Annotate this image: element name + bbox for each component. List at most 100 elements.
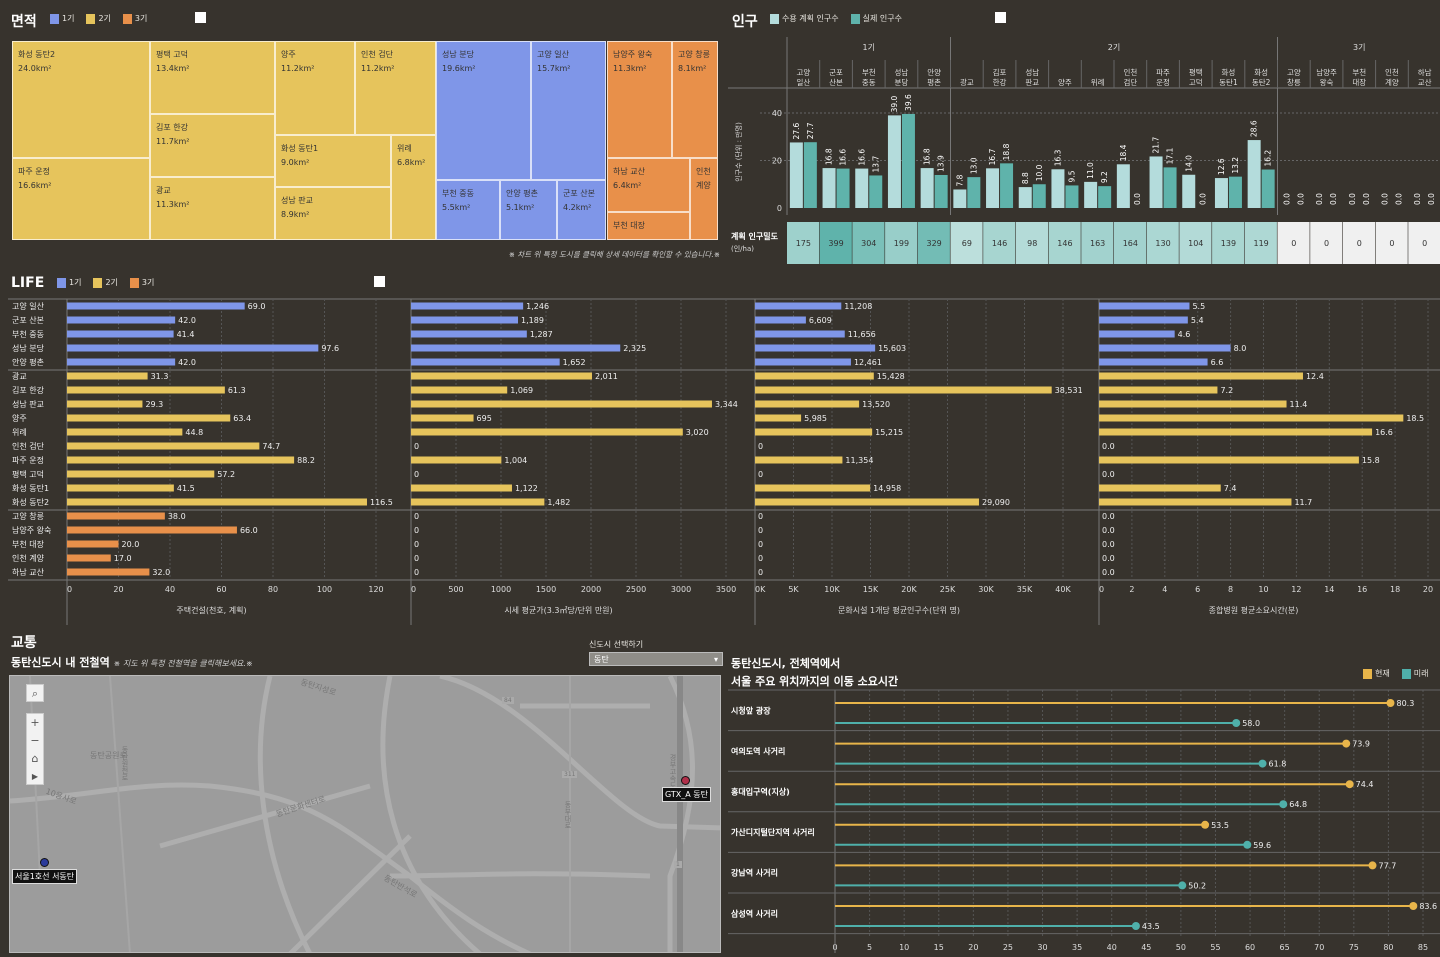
life-bar[interactable] (411, 330, 527, 338)
life-bar[interactable] (411, 358, 560, 366)
planned-bar[interactable] (1116, 164, 1130, 208)
legend-actual[interactable]: 실제 인구수 (850, 13, 902, 24)
life-bar[interactable] (411, 372, 592, 380)
home-icon[interactable]: ⌂ (31, 752, 39, 765)
actual-bar[interactable] (1032, 184, 1046, 208)
zoom-in-icon[interactable]: + (30, 716, 40, 729)
population-reset-button[interactable] (995, 12, 1006, 23)
life-bar[interactable] (411, 316, 519, 324)
actual-bar[interactable] (1098, 186, 1112, 208)
planned-bar[interactable] (1051, 169, 1065, 208)
station-marker-gtx-dongtan[interactable] (681, 776, 690, 785)
planned-bar[interactable] (789, 142, 803, 208)
planned-bar[interactable] (953, 189, 967, 208)
reset-button[interactable] (195, 12, 206, 23)
life-bar[interactable] (67, 470, 215, 478)
life-bar[interactable] (67, 568, 150, 576)
actual-bar[interactable] (1228, 176, 1242, 208)
life-bar[interactable] (755, 400, 860, 408)
life-bar[interactable] (1099, 372, 1303, 380)
life-bar[interactable] (1099, 316, 1188, 324)
map[interactable]: 동탄지성로 동탄공원로 동탄원천로 10용사로 동탄문화센터로 동탄반석로 경부… (9, 675, 721, 953)
life-bar[interactable] (67, 386, 225, 394)
planned-bar[interactable] (1018, 187, 1032, 208)
life-bar[interactable] (67, 526, 237, 534)
life-bar[interactable] (755, 498, 979, 506)
treemap-cell[interactable]: 성남 판교 8.9km² (275, 187, 391, 240)
current-dot[interactable] (1409, 902, 1418, 910)
treemap-cell[interactable]: 김포 한강 11.7km² (150, 114, 275, 177)
life-bar[interactable] (1099, 484, 1221, 492)
actual-bar[interactable] (869, 175, 883, 208)
future-dot[interactable] (1279, 800, 1288, 809)
treemap-cell[interactable]: 고양 일산 15.7km² (531, 41, 606, 180)
life-bar[interactable] (67, 554, 111, 562)
treemap-cell[interactable]: 파주 운정 16.6km² (12, 158, 150, 240)
life-bar[interactable] (755, 372, 874, 380)
planned-bar[interactable] (887, 115, 901, 208)
life-bar[interactable] (67, 316, 176, 324)
legend-current[interactable]: 현재 (1363, 668, 1390, 679)
actual-bar[interactable] (1163, 167, 1177, 208)
life-bar[interactable] (755, 414, 802, 422)
future-dot[interactable] (1131, 922, 1140, 930)
life-bar[interactable] (411, 400, 712, 408)
treemap-cell[interactable]: 양주 11.2km² (275, 41, 355, 135)
treemap-cell[interactable]: 광교 11.3km² (150, 177, 275, 240)
life-bar[interactable] (1099, 428, 1373, 436)
treemap-cell[interactable]: 인천 계양 (690, 158, 718, 240)
actual-bar[interactable] (967, 177, 981, 208)
planned-bar[interactable] (1247, 140, 1261, 208)
treemap-cell[interactable]: 안양 평촌 5.1km² (500, 180, 557, 240)
life-bar[interactable] (67, 400, 143, 408)
planned-bar[interactable] (855, 168, 869, 208)
legend-gen1[interactable]: 1기 (50, 13, 74, 24)
current-dot[interactable] (1201, 820, 1210, 829)
life-bar[interactable] (67, 372, 148, 380)
station-marker-seodongtan[interactable] (40, 858, 49, 867)
legend-gen1[interactable]: 1기 (57, 277, 81, 288)
actual-bar[interactable] (1000, 163, 1014, 208)
planned-bar[interactable] (1084, 181, 1098, 208)
life-bar[interactable] (755, 358, 851, 366)
legend-gen2[interactable]: 2기 (93, 277, 118, 288)
actual-bar[interactable] (1065, 185, 1079, 208)
life-bar[interactable] (1099, 400, 1287, 408)
life-bar[interactable] (755, 344, 876, 352)
treemap-cell[interactable]: 남양주 왕숙 11.3km² (607, 41, 672, 158)
search-icon[interactable]: ⌕ (26, 684, 44, 702)
treemap-cell[interactable]: 군포 산본 4.2km² (557, 180, 606, 240)
life-bar[interactable] (755, 484, 871, 492)
actual-bar[interactable] (901, 113, 915, 208)
current-dot[interactable] (1386, 699, 1395, 707)
life-bar[interactable] (1099, 330, 1175, 338)
planned-bar[interactable] (1214, 178, 1228, 208)
life-bar[interactable] (755, 428, 873, 436)
planned-bar[interactable] (920, 168, 934, 208)
life-bar[interactable] (67, 540, 119, 548)
legend-gen3[interactable]: 3기 (129, 277, 154, 288)
city-select[interactable]: 동탄 ▾ (589, 652, 723, 666)
legend-planned[interactable]: 수용 계획 인구수 (770, 13, 839, 24)
life-bar[interactable] (67, 442, 260, 450)
life-bar[interactable] (1099, 344, 1231, 352)
treemap-cell[interactable]: 성남 분당 19.6km² (436, 41, 531, 180)
treemap-cell[interactable]: 부천 중동 5.5km² (436, 180, 500, 240)
station-label[interactable]: 서울1호선 서동탄 (12, 869, 78, 884)
life-reset-button[interactable] (374, 276, 385, 287)
current-dot[interactable] (1342, 739, 1351, 748)
planned-bar[interactable] (1149, 156, 1163, 208)
current-dot[interactable] (1368, 861, 1377, 870)
future-dot[interactable] (1243, 840, 1252, 849)
station-label[interactable]: GTX_A 동탄 (662, 787, 712, 802)
legend-future[interactable]: 미래 (1401, 668, 1428, 679)
life-bar[interactable] (67, 484, 174, 492)
actual-bar[interactable] (934, 174, 948, 208)
planned-bar[interactable] (822, 168, 836, 208)
actual-bar[interactable] (836, 168, 850, 208)
legend-gen2[interactable]: 2기 (86, 13, 111, 24)
life-bar[interactable] (411, 456, 502, 464)
treemap-cell[interactable]: 하남 교산 6.4km² (607, 158, 690, 212)
treemap-cell[interactable]: 평택 고덕 13.4km² (150, 41, 275, 114)
life-bar[interactable] (67, 414, 231, 422)
